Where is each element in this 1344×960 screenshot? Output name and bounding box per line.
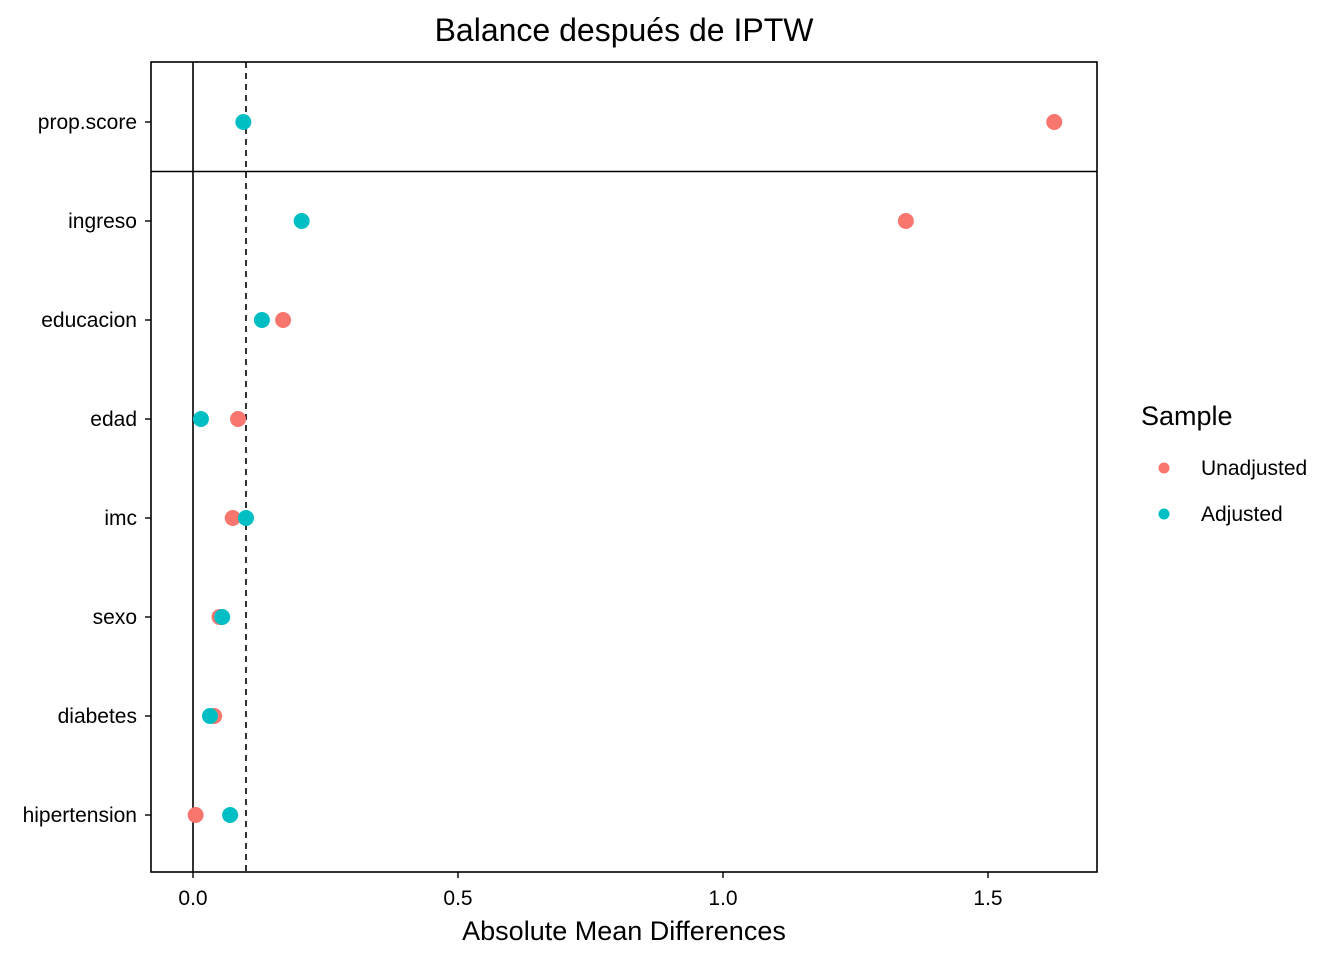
- y-tick-label-ingreso: ingreso: [68, 210, 137, 233]
- point-adjusted-hipertension: [222, 807, 239, 823]
- legend: Sample Unadjusted Adjusted: [1141, 401, 1307, 526]
- point-adjusted-diabetes: [201, 708, 218, 724]
- point-unadjusted-prop-score: [1046, 114, 1063, 130]
- point-adjusted-edad: [192, 411, 209, 427]
- point-adjusted-prop-score: [235, 114, 252, 130]
- point-unadjusted-hipertension: [187, 807, 204, 823]
- y-tick-label-edad: edad: [90, 408, 137, 431]
- point-unadjusted-educacion: [275, 312, 292, 328]
- point-adjusted-educacion: [253, 312, 270, 328]
- y-tick-label-hipertension: hipertension: [23, 804, 137, 827]
- y-tick-label-imc: imc: [104, 507, 137, 530]
- legend-label-unadjusted: Unadjusted: [1201, 457, 1307, 480]
- series-adjusted: [192, 114, 310, 823]
- point-unadjusted-ingreso: [897, 213, 914, 229]
- point-adjusted-ingreso: [293, 213, 310, 229]
- legend-title: Sample: [1141, 401, 1233, 431]
- x-tick-label-2: 1.0: [708, 887, 737, 910]
- legend-key-adjusted: [1158, 508, 1170, 520]
- legend-key-unadjusted: [1158, 462, 1170, 474]
- plot-area: [151, 62, 1097, 872]
- x-axis-title: Absolute Mean Differences: [462, 916, 786, 946]
- legend-label-adjusted: Adjusted: [1201, 503, 1283, 526]
- y-axis: prop.score ingreso educacion edad imc sexo dia…: [23, 111, 151, 827]
- point-adjusted-imc: [238, 510, 254, 526]
- x-tick-label-0: 0.0: [178, 887, 207, 910]
- series-unadjusted: [187, 114, 1063, 823]
- plot-panel-border: [150, 61, 1098, 873]
- chart-title: Balance después de IPTW: [435, 12, 815, 48]
- y-tick-label-educacion: educacion: [41, 309, 137, 332]
- point-adjusted-sexo: [214, 609, 231, 625]
- point-unadjusted-imc: [224, 510, 241, 526]
- x-tick-label-1: 0.5: [443, 887, 472, 910]
- y-tick-label-diabetes: diabetes: [58, 705, 137, 728]
- point-unadjusted-edad: [230, 411, 247, 427]
- y-tick-label-sexo: sexo: [93, 606, 137, 629]
- y-tick-label-prop-score: prop.score: [38, 111, 137, 134]
- x-tick-label-3: 1.5: [973, 887, 1002, 910]
- x-axis: 0.0 0.5 1.0 1.5: [178, 872, 1003, 910]
